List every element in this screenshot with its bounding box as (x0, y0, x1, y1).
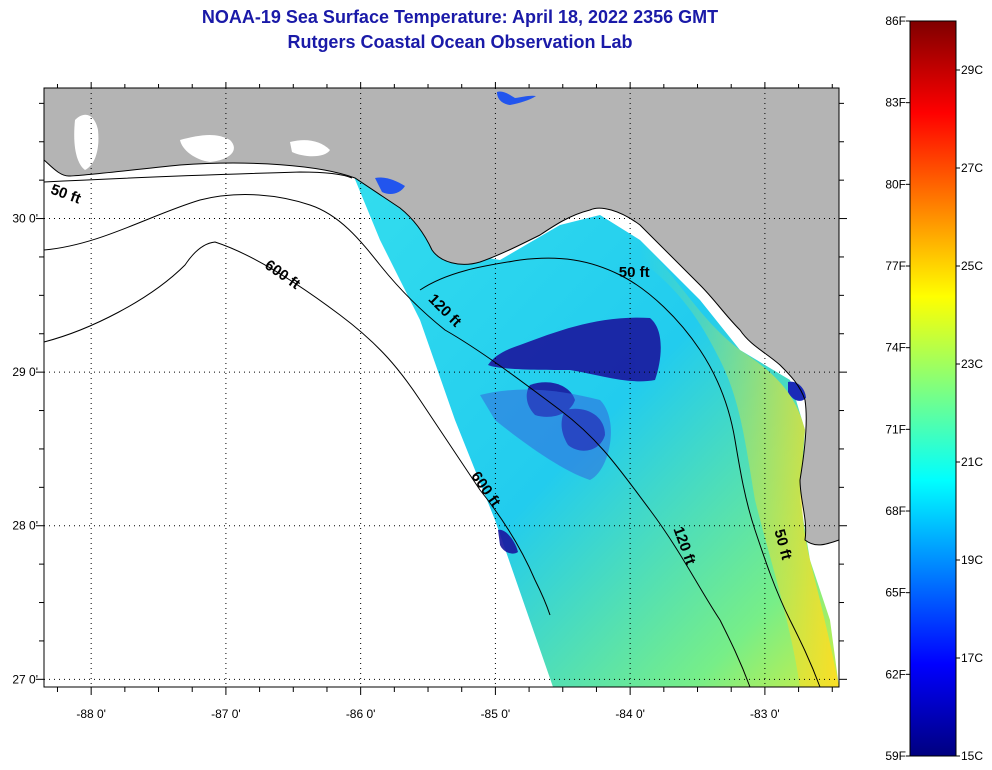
lat-tick-label: 30 0' (12, 212, 38, 226)
coastal-bay (788, 381, 806, 401)
contour-50ft (43, 171, 353, 183)
contour-label: 50 ft (619, 264, 650, 281)
lat-tick-label: 27 0' (12, 672, 38, 686)
lon-tick-label: -87 0' (211, 707, 241, 721)
coastal-bay (375, 177, 405, 194)
lat-tick-label: 28 0' (12, 519, 38, 533)
coastline (43, 159, 840, 546)
lon-tick-label: -83 0' (750, 707, 780, 721)
map-subtitle: Rutgers Coastal Ocean Observation Lab (287, 32, 633, 52)
contour-600ft (43, 241, 551, 616)
lon-tick-label: -85 0' (481, 707, 511, 721)
lake (497, 91, 536, 105)
lon-tick-label: -86 0' (346, 707, 376, 721)
lat-tick-label: 29 0' (12, 365, 38, 379)
contour-120ft (43, 194, 751, 688)
latitude-ticks: 30 0' 29 0' 28 0' 27 0' (12, 102, 847, 686)
longitude-ticks: -88 0' -87 0' -86 0' -85 0' -84 0' -83 0' (56, 82, 833, 721)
sst-mid-blue-patches (480, 389, 611, 480)
map-title: NOAA-19 Sea Surface Temperature: April 1… (201, 7, 719, 27)
lon-tick-label: -88 0' (76, 707, 106, 721)
land-inlet (290, 140, 330, 157)
lon-tick-label: -84 0' (615, 707, 645, 721)
sst-warm-coastal-band (640, 240, 839, 687)
land-inlet (74, 114, 99, 170)
land-florida (44, 88, 839, 545)
map-frame (43, 87, 840, 688)
land-inlet (180, 135, 234, 162)
depth-contours (43, 171, 821, 688)
contour-50ft-east (419, 257, 821, 688)
